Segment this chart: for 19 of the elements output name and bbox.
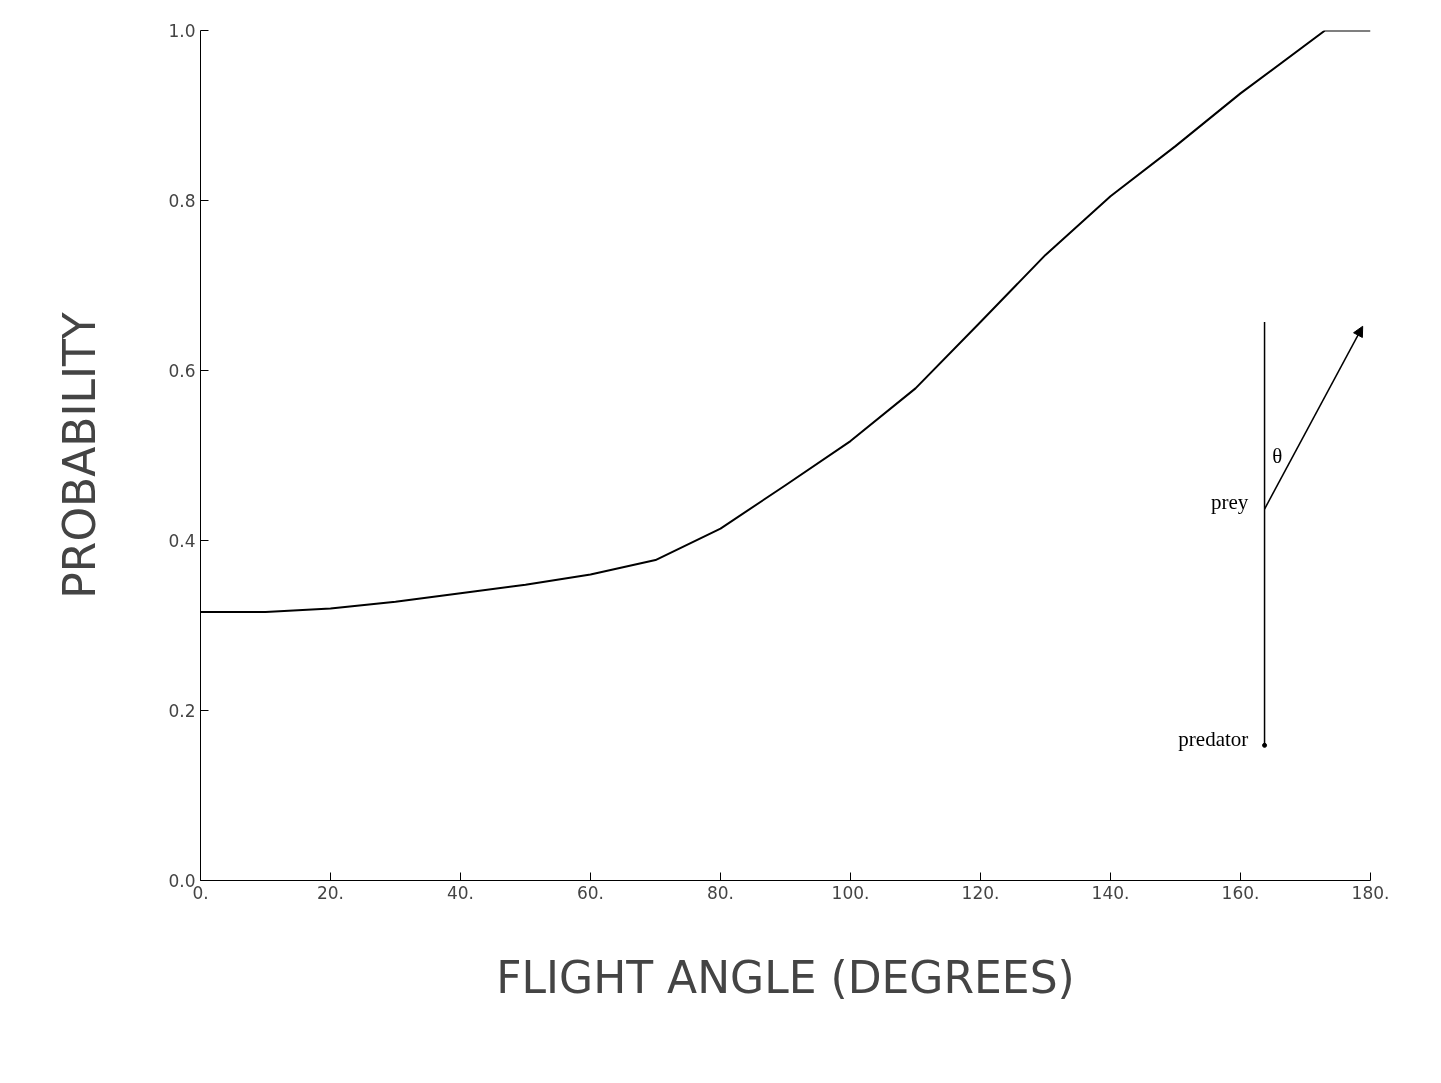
y-axis-title: PROBABILITY (54, 312, 106, 599)
x-tick-label: 20. (316, 882, 345, 903)
annotation: θ (1272, 443, 1283, 468)
x-axis-title: FLIGHT ANGLE (DEGREES) (496, 951, 1075, 1003)
y-tick-label: 0.2 (168, 701, 196, 721)
x-tick-label: 40. (446, 882, 475, 903)
y-tick-label: 1.0 (168, 21, 196, 41)
annotation: predator (1178, 726, 1249, 751)
y-tick-label: 0.6 (168, 361, 196, 381)
x-tick-label: 180. (1351, 882, 1390, 903)
x-tick-label: 60. (576, 882, 605, 903)
x-tick-label: 100. (831, 882, 870, 903)
x-tick-label: 120. (961, 882, 1000, 903)
x-tick-label: 160. (1221, 882, 1260, 903)
y-tick-label: 0.8 (168, 191, 196, 211)
x-tick-label: 80. (706, 882, 735, 903)
x-tick-label: 140. (1091, 882, 1130, 903)
annotation: prey (1210, 490, 1249, 515)
y-tick-label: 0.4 (168, 531, 196, 551)
